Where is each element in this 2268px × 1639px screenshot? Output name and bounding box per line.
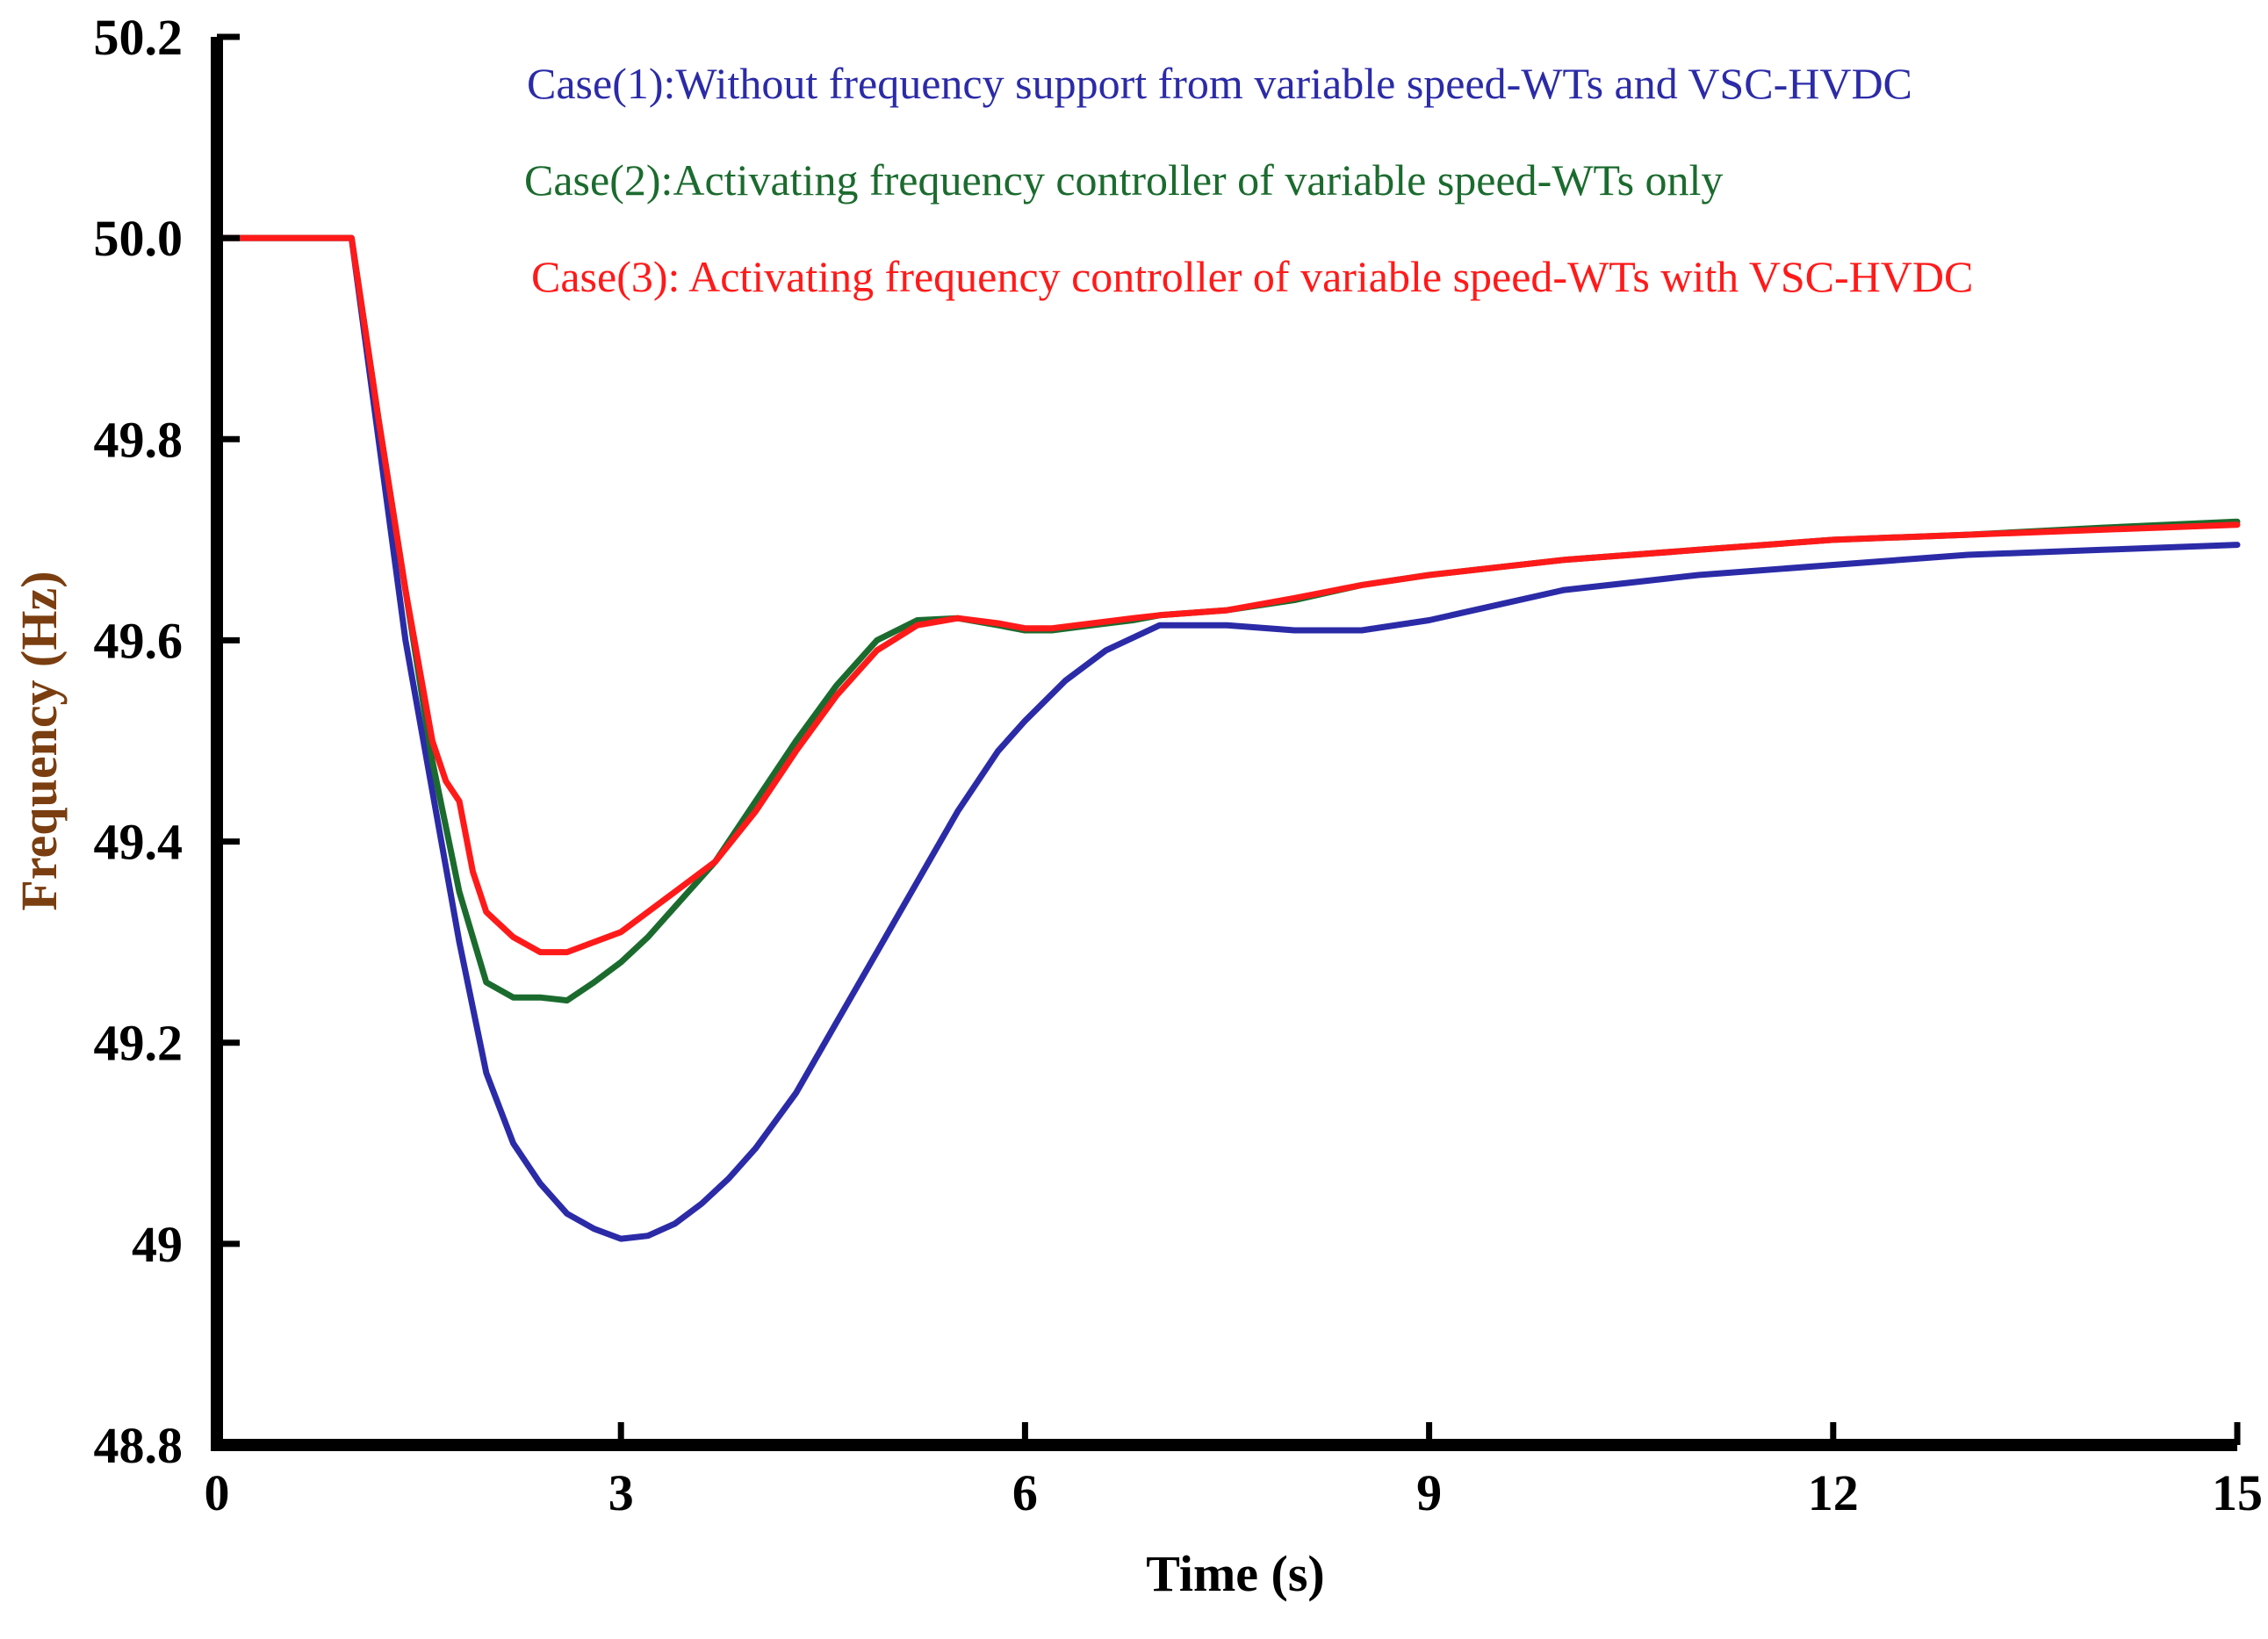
y-tick-label: 49 <box>132 1216 183 1273</box>
x-tick-label: 12 <box>1808 1464 1859 1521</box>
series-line-case-1 <box>213 234 2241 1242</box>
x-tick-label: 3 <box>608 1464 634 1521</box>
x-tick-label: 15 <box>2212 1464 2263 1521</box>
series-line-case-2 <box>213 234 2241 1004</box>
y-tick-label: 49.4 <box>94 814 184 871</box>
x-axis-title: Time (s) <box>1146 1545 1325 1602</box>
legend-entry-case-3: Case(3): Activating frequency controller… <box>531 252 1973 301</box>
legend-entry-case-1: Case(1):Without frequency support from v… <box>527 59 1912 108</box>
legend-entry-case-2: Case(2):Activating frequency controller … <box>524 155 1723 205</box>
y-axis-title: Frequency (Hz) <box>11 571 68 910</box>
y-tick-label: 50.2 <box>94 9 184 66</box>
x-tick-label: 9 <box>1416 1464 1442 1521</box>
x-tick-label: 6 <box>1012 1464 1038 1521</box>
series-line-case-3 <box>213 234 2241 956</box>
y-tick-label: 48.8 <box>94 1417 184 1474</box>
y-tick-label: 49.8 <box>94 411 184 468</box>
y-tick-label: 49.6 <box>94 612 184 669</box>
x-tick-label: 0 <box>205 1464 230 1521</box>
y-tick-label: 49.2 <box>94 1015 184 1072</box>
y-tick-label: 50.0 <box>94 210 184 267</box>
